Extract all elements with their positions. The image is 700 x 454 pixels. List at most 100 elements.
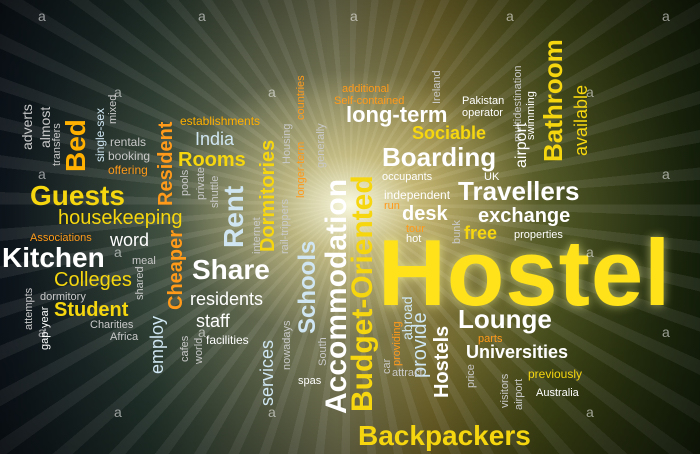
word-self-contained: Self-contained (334, 95, 405, 107)
word-cheaper: Cheaper (165, 229, 187, 310)
word-private: private (195, 166, 207, 200)
word-rent: Rent (218, 185, 249, 248)
word-kitchen: Kitchen (2, 242, 105, 273)
watermark-8: a (586, 84, 594, 100)
word-resident: Resident (155, 121, 177, 206)
word-pakistan: Pakistan (462, 95, 505, 107)
watermark-6: a (114, 84, 122, 100)
word-price: price (465, 364, 477, 388)
word-run: run (384, 200, 400, 212)
word-ireland: Ireland (431, 70, 443, 104)
word-providing: providing (391, 321, 403, 366)
watermark-12: a (586, 244, 594, 260)
word-occupants: occupants (382, 171, 433, 183)
watermark-17: a (268, 404, 276, 420)
word-rentals: rentals (110, 135, 147, 149)
watermark-9: a (38, 166, 46, 182)
word-world: world (193, 337, 205, 364)
word-bathroom: Bathroom (538, 39, 568, 162)
watermark-1: a (38, 8, 46, 24)
word-free: free (464, 223, 498, 243)
word-australia: Australia (536, 387, 579, 399)
word-lounge: Lounge (458, 304, 552, 334)
word-colleges: Colleges (54, 269, 132, 291)
word-hostels: Hostels (431, 325, 453, 398)
word-hostel: Hostel (378, 220, 672, 325)
watermark-3: a (350, 8, 358, 24)
word-word: word (110, 230, 150, 250)
word-budget-oriented: Budget-Oriented (346, 175, 379, 412)
word-desk: desk (402, 203, 448, 225)
word-services: services (257, 339, 277, 406)
word-dormitories: Dormitories (257, 139, 279, 252)
word-independent: independent (384, 188, 451, 202)
word-housekeeping: housekeeping (58, 207, 183, 229)
word-uk: UK (484, 171, 500, 183)
word-exchange: exchange (478, 205, 571, 227)
word-universities: Universities (466, 342, 569, 362)
word-parts: parts (478, 333, 503, 345)
word-spas: spas (298, 375, 322, 387)
word-properties: properties (514, 229, 563, 241)
watermark-16: a (114, 404, 122, 420)
word-establishments: establishments (180, 114, 261, 128)
watermark-15: a (662, 324, 670, 340)
watermark-11: a (114, 244, 122, 260)
word-long-term: long-term (346, 102, 448, 127)
word-attract: attract (392, 367, 423, 379)
word-countries: countries (295, 75, 307, 120)
word-single-sex: single-sex (93, 107, 107, 162)
word-charities: Charities (90, 319, 134, 331)
word-associations: Associations (30, 232, 92, 244)
word-shared: shared (134, 266, 146, 300)
watermark-18: a (586, 404, 594, 420)
word-meal: meal (132, 255, 156, 267)
word-tour: tour (406, 223, 425, 235)
word-dormitory: dormitory (40, 291, 86, 303)
word-cafes: cafes (179, 335, 191, 362)
word-employ: employ (147, 315, 167, 374)
word-visitors: visitors (499, 373, 511, 408)
word-offering: offering (108, 163, 148, 177)
watermark-7: a (268, 84, 276, 100)
watermark-10: a (662, 166, 670, 182)
word-generally: generally (315, 123, 327, 168)
word-adverts: adverts (19, 104, 35, 150)
watermark-13: a (38, 324, 46, 340)
word-india: India (195, 129, 235, 149)
word-transfers: transfers (51, 123, 63, 166)
word-share: Share (192, 254, 270, 285)
word-pools: pools (179, 169, 191, 196)
word-guests: Guests (30, 180, 125, 211)
word-travellers: Travellers (458, 176, 580, 206)
word-operator: operator (462, 107, 503, 119)
word-nowadays: nowadays (281, 320, 293, 370)
word-sociable: Sociable (412, 123, 487, 143)
word-rooms: Rooms (178, 149, 246, 171)
watermark-5: a (662, 8, 670, 24)
word-facilities: facilities (206, 333, 249, 347)
watermark-4: a (506, 8, 514, 24)
word-africa: Africa (110, 331, 139, 343)
word-airport-2: airport (513, 378, 525, 410)
word-swimming: swimming (525, 91, 537, 140)
word-residents: residents (190, 289, 264, 309)
word-bed: Bed (60, 119, 91, 172)
watermark-14: a (198, 324, 206, 340)
word-boarding: Boarding (382, 142, 497, 172)
word-schools: Schools (294, 240, 321, 334)
watermark-2: a (198, 8, 206, 24)
word-booking: booking (108, 149, 151, 163)
word-previously: previously (528, 367, 583, 381)
word-longer-term: longer-term (295, 141, 307, 198)
word-staff: staff (196, 311, 230, 331)
word-almost: almost (37, 106, 53, 148)
word-rail-trippers: rail-trippers (279, 198, 291, 254)
word-additional: additional (342, 83, 390, 95)
word-student: Student (54, 299, 129, 321)
word-backpackers: Backpackers (358, 420, 531, 451)
word-attempts: attempts (23, 287, 35, 330)
word-housing: Housing (281, 123, 293, 164)
word-hot: hot (406, 233, 422, 245)
